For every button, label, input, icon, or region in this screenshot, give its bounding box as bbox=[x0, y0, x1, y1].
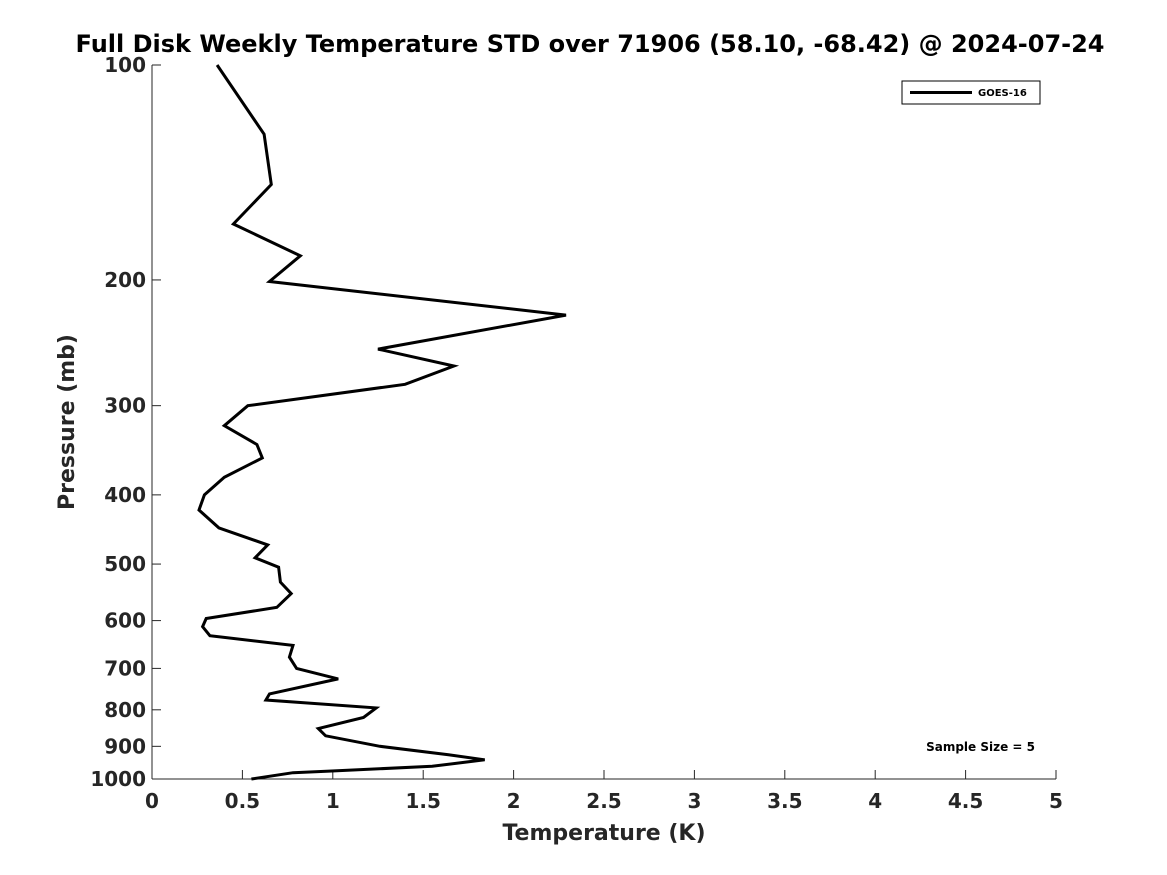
y-axis-label: Pressure (mb) bbox=[55, 334, 80, 510]
y-tick-label: 500 bbox=[104, 552, 146, 576]
x-axis-ticks: 0 0.5 1 1.5 2 2.5 3 3.5 4 4.5 5 bbox=[145, 770, 1063, 813]
x-tick-label: 1.5 bbox=[405, 789, 440, 813]
y-tick-label: 300 bbox=[104, 394, 146, 418]
x-axis-label: Temperature (K) bbox=[502, 821, 705, 846]
series-line-0 bbox=[197, 64, 567, 781]
y-axis-ticks: 100 200 300 400 500 600 700 800 900 1000 bbox=[90, 53, 161, 791]
x-tick-label: 4.5 bbox=[948, 789, 983, 813]
x-tick-label: 0 bbox=[145, 789, 159, 813]
series-group bbox=[197, 64, 567, 781]
y-tick-label: 400 bbox=[104, 483, 146, 507]
y-tick-label: 100 bbox=[104, 53, 146, 77]
x-tick-label: 4 bbox=[868, 789, 882, 813]
y-tick-label: 900 bbox=[104, 734, 146, 758]
y-tick-label: 700 bbox=[104, 656, 146, 680]
x-tick-label: 3 bbox=[687, 789, 701, 813]
x-tick-label: 0.5 bbox=[225, 789, 260, 813]
legend-label: GOES-16 bbox=[978, 88, 1027, 99]
x-tick-label: 5 bbox=[1049, 789, 1063, 813]
plot-area bbox=[152, 65, 1056, 779]
legend: GOES-16 bbox=[901, 80, 1041, 105]
y-tick-label: 1000 bbox=[90, 767, 146, 791]
sample-size-annotation: Sample Size = 5 bbox=[926, 740, 1035, 754]
x-tick-label: 1 bbox=[326, 789, 340, 813]
y-tick-label: 600 bbox=[104, 609, 146, 633]
chart-title: Full Disk Weekly Temperature STD over 71… bbox=[76, 30, 1105, 58]
y-tick-label: 800 bbox=[104, 698, 146, 722]
y-tick-label: 200 bbox=[104, 268, 146, 292]
x-tick-label: 3.5 bbox=[767, 789, 802, 813]
x-tick-label: 2.5 bbox=[586, 789, 621, 813]
x-tick-label: 2 bbox=[507, 789, 521, 813]
